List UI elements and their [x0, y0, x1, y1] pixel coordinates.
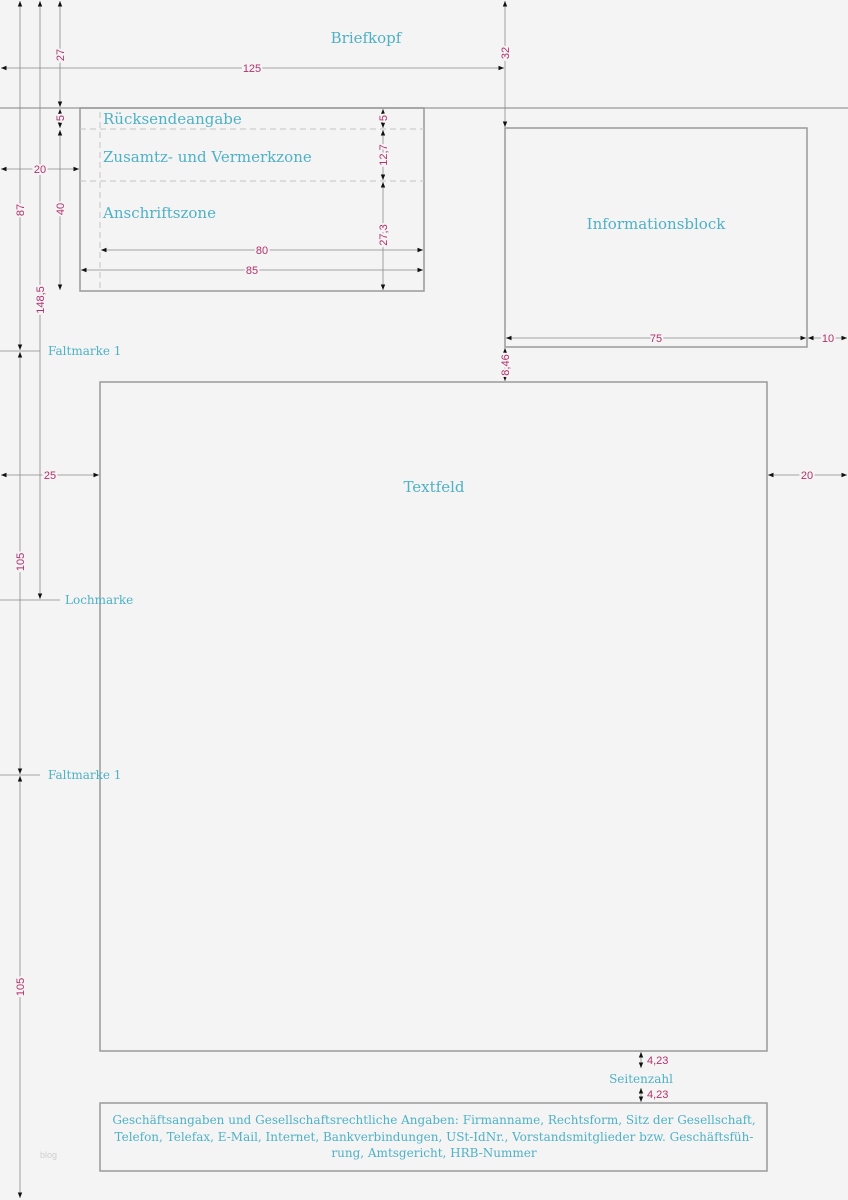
dim-27-3-label: 27,3: [378, 224, 390, 245]
informationsblock-box: [504, 127, 808, 348]
briefkopf-label: Briefkopf: [331, 29, 403, 47]
seitenzahl-label: Seitenzahl: [609, 1072, 673, 1086]
dim-105a-label: 105: [15, 553, 27, 571]
dim-20-right-label: 20: [801, 470, 813, 482]
faltmarke-bottom-label: Faltmarke 1: [48, 768, 121, 782]
dim-85-label: 85: [246, 265, 258, 277]
dim-75-label: 75: [650, 333, 662, 345]
footer-line-3: rung, Amtsgericht, HRB-Nummer: [331, 1146, 536, 1160]
dim-40-label: 40: [55, 203, 67, 215]
watermark: blog: [40, 1150, 57, 1160]
dim-32-label: 32: [500, 47, 512, 59]
dim-12-7-label: 12,7: [378, 144, 390, 165]
faltmarke-top-label: Faltmarke 1: [48, 344, 121, 358]
dim-4-23-top-label: 4,23: [647, 1055, 668, 1067]
address-field-box: [79, 107, 425, 292]
vermerkzone-label: Zusamtz- und Vermerkzone: [103, 148, 312, 166]
informationsblock-label: Informationsblock: [587, 215, 727, 233]
ruecksendeangabe-label: Rücksendeangabe: [103, 110, 242, 128]
textfeld-label: Textfeld: [403, 478, 464, 496]
textfeld-box: [99, 381, 768, 1052]
lochmarke-label: Lochmarke: [65, 593, 133, 607]
footer-line-2: Telefon, Telefax, E-Mail, Internet, Bank…: [115, 1130, 754, 1144]
dim-148-5-label: 148,5: [35, 286, 47, 314]
dim-105b-label: 105: [15, 978, 27, 996]
dim-10-label: 10: [822, 333, 834, 345]
dim-8-46-label: 8,46: [500, 354, 512, 375]
dim-87-label: 87: [15, 204, 27, 216]
dim-20-left-label: 20: [34, 164, 46, 176]
dim-5-left-label: 5: [55, 115, 67, 121]
dim-25-label: 25: [44, 470, 56, 482]
anschriftszone-label: Anschriftszone: [102, 204, 216, 222]
footer-box: [99, 1102, 768, 1172]
dim-125-label: 125: [243, 63, 261, 75]
dim-27-label: 27: [55, 49, 67, 61]
dim-80-label: 80: [256, 245, 268, 257]
dim-4-23-bottom-label: 4,23: [647, 1089, 668, 1101]
dim-5-right-label: 5: [378, 115, 390, 121]
footer-line-1: Geschäftsangaben und Gesellschaftsrechtl…: [112, 1113, 755, 1127]
